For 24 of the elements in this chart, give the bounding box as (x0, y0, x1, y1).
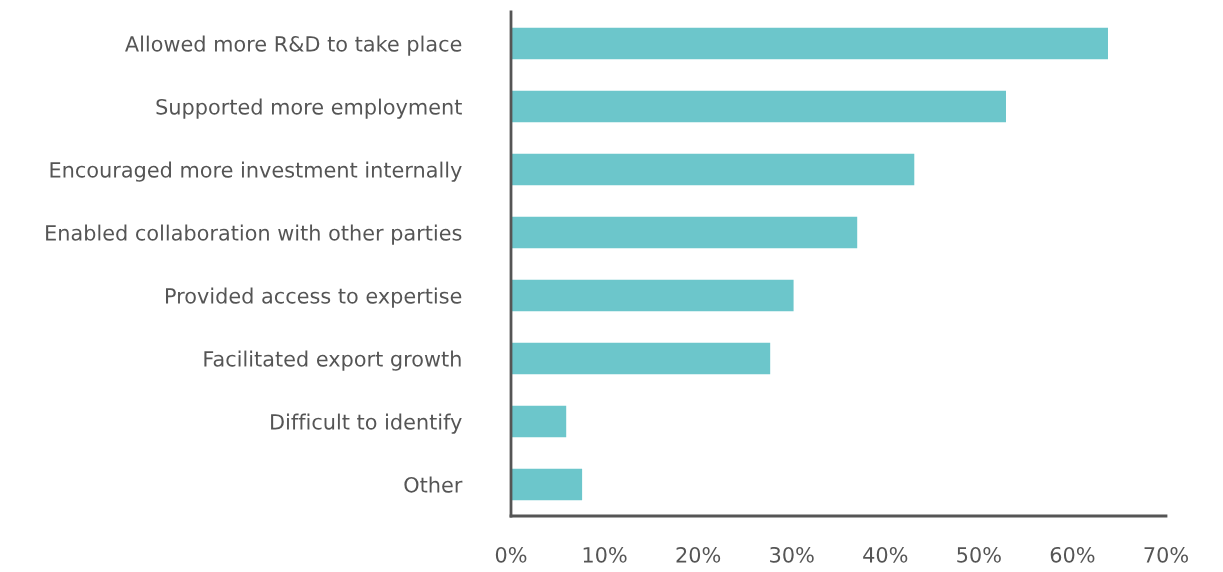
bar (511, 216, 858, 249)
x-tick-label: 40% (863, 546, 908, 563)
bar (511, 405, 567, 438)
x-tick-label: 0% (495, 546, 527, 563)
bar (511, 27, 1108, 60)
bar (511, 468, 583, 501)
bar (511, 279, 794, 312)
y-tick-label: Difficult to identify (271, 413, 462, 434)
y-tick-label: Other (404, 476, 463, 493)
bar (511, 90, 1006, 123)
x-tick-label: 60% (1050, 546, 1095, 563)
y-tick-label: Provided access to expertise (166, 287, 462, 308)
bar (511, 342, 771, 375)
bar (511, 153, 915, 186)
x-tick-label: 20% (676, 546, 721, 563)
x-tick-label: 70% (1144, 546, 1188, 563)
y-tick-label: Enabled collaboration with other parties (46, 224, 462, 245)
y-tick-label: Encouraged more investment internally (50, 161, 462, 182)
y-tick-label: Facilitated export growth (204, 350, 461, 371)
y-tick-label: Allowed more R&D to take place (125, 35, 462, 56)
y-tick-label: Supported more employment (156, 98, 462, 119)
x-tick-label: 10% (583, 546, 627, 563)
x-tick-label: 30% (770, 546, 814, 563)
x-tick-label: 50% (957, 546, 1001, 563)
